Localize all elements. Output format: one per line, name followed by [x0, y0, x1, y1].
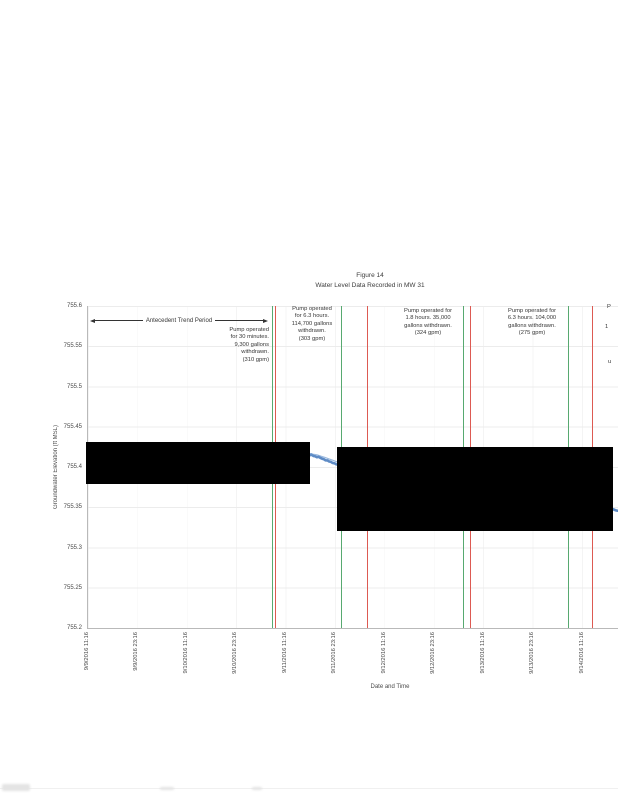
y-tick-label: 755.25: [63, 585, 82, 591]
y-tick-label: 755.6: [66, 303, 82, 309]
pump1-annotation: Pump operated for 30 minutes. 9,300 gall…: [229, 327, 269, 363]
arrow-line: [95, 320, 143, 321]
scan-page-edge-line: [0, 788, 618, 789]
y-tick-label: 755.4: [66, 464, 82, 470]
redaction-box-left: [86, 442, 310, 484]
antecedent-trend-label: Antecedent Trend Period: [145, 317, 213, 324]
pump2-annotation: Pump operated for 6.3 hours. 114,700 gal…: [291, 306, 333, 342]
cutoff-annotation-fragment: 1: [605, 324, 609, 330]
redaction-box-right: [337, 447, 613, 531]
x-axis-title: Date and Time: [370, 684, 410, 690]
figure-number: Figure 14: [356, 272, 384, 279]
y-tick-label: 755.3: [66, 545, 82, 551]
scan-smudge: [160, 787, 174, 790]
antecedent-trend-arrow: Antecedent Trend Period: [90, 315, 269, 326]
figure-caption: Water Level Data Recorded in MW 31: [315, 281, 425, 289]
figure-title-block: Figure 14 Water Level Data Recorded in M…: [120, 271, 618, 290]
arrowhead-left-icon: [90, 318, 95, 323]
cutoff-annotation-fragment: u: [608, 359, 612, 365]
arrowhead-right-icon: [263, 318, 269, 323]
cutoff-annotation-fragment: P: [607, 304, 611, 310]
y-tick-label: 755.55: [63, 343, 82, 349]
y-tick-label: 755.45: [63, 424, 82, 430]
pump3-annotation: Pump operated for 1.8 hours. 35,000 gall…: [403, 308, 452, 337]
y-tick-label: 755.35: [63, 504, 82, 510]
pump4-annotation: Pump operated for 6.3 hours. 104,000 gal…: [507, 308, 557, 337]
scan-smudge: [2, 784, 30, 791]
y-tick-label: 755.2: [66, 625, 82, 631]
scan-smudge: [252, 787, 262, 790]
y-tick-label: 755.5: [66, 384, 82, 390]
arrow-line: [215, 320, 264, 321]
